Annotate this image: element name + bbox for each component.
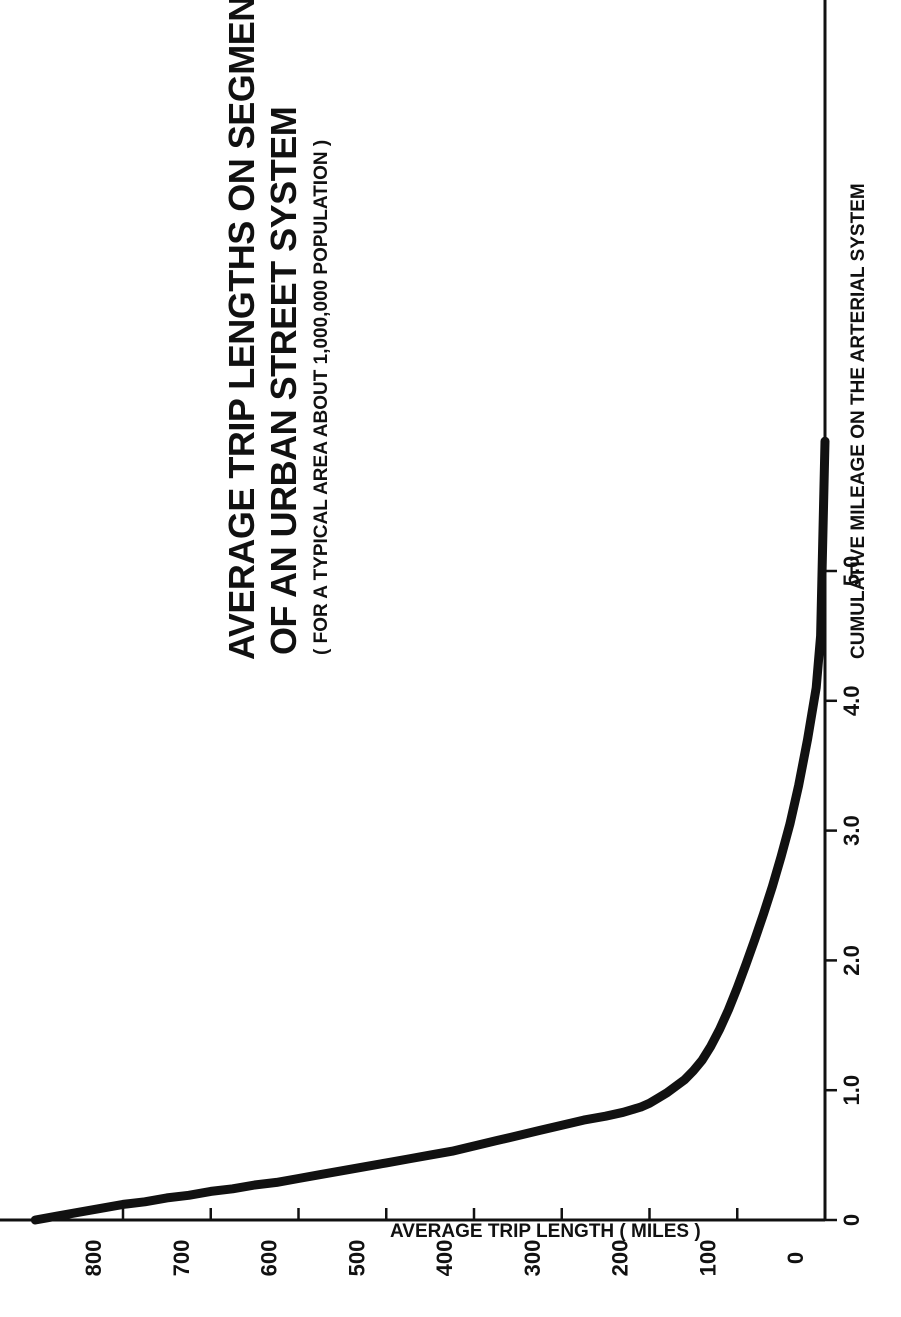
y-tick-label: 4.0 [839,686,864,717]
chart-subtitle: ( FOR A TYPICAL AREA ABOUT 1,000,000 POP… [311,140,332,655]
x-tick-label: 500 [344,1240,369,1277]
rotated-plot-frame: AVERAGE TRIP LENGTHS ON SEGMENTS OF AN U… [0,0,869,1276]
chart-title-line-2: OF AN URBAN STREET SYSTEM [263,107,304,655]
y-tick-label: 5.0 [839,556,864,587]
x-tick-label: 400 [432,1240,457,1277]
chart-title-line-1: AVERAGE TRIP LENGTHS ON SEGMENTS [221,0,262,660]
trip-length-curve [30,436,830,1225]
y-tick-label: 0 [839,1214,864,1226]
x-tick-label: 0 [783,1252,808,1264]
y-tick-label: 1.0 [839,1075,864,1106]
y-tick-label: 2.0 [839,945,864,976]
x-tick-label: 800 [81,1240,106,1277]
y-tick-label: 3.0 [839,815,864,846]
x-tick-label: 600 [257,1240,282,1277]
x-ticks-group: 0 100 200 300 400 500 600 700 800 [81,1208,827,1277]
y-axis-title: AVERAGE TRIP LENGTH ( MILES ) [390,1221,701,1242]
x-tick-label: 200 [608,1240,633,1277]
y-ticks-group: 0 1.0 2.0 3.0 4.0 5.0 [825,556,864,1226]
axes-group [0,0,827,1222]
x-tick-label: 100 [695,1240,720,1277]
x-axis-title: CUMULATIVE MILEAGE ON THE ARTERIAL SYSTE… [848,183,869,659]
x-tick-label: 300 [520,1240,545,1277]
x-tick-label: 700 [169,1240,194,1277]
plot-area [30,436,830,1225]
